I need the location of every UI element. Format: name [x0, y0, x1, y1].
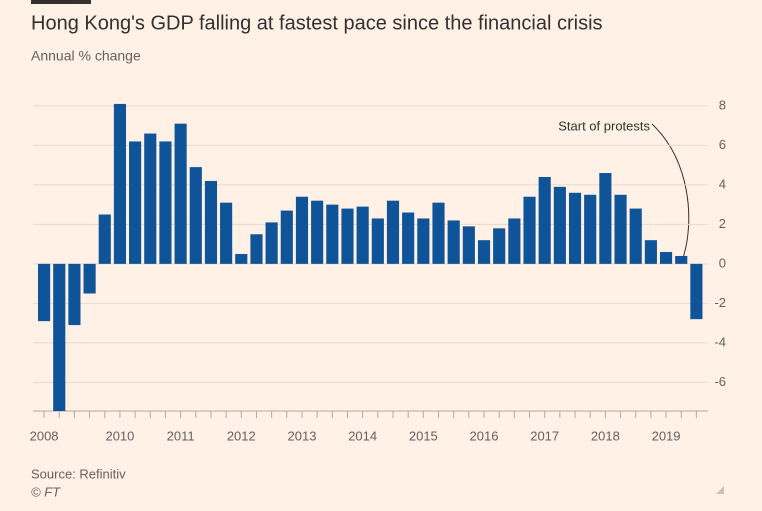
bar — [250, 234, 263, 264]
bar — [280, 210, 293, 264]
bar — [235, 254, 248, 264]
bar — [584, 194, 597, 264]
bar — [614, 194, 627, 264]
source: Source: Refinitiv — [31, 466, 126, 481]
x-tick-label: 2016 — [470, 428, 499, 443]
y-tick-label: -6 — [714, 374, 726, 389]
x-tick-label: 2015 — [409, 428, 438, 443]
bar — [523, 196, 536, 264]
credit: © FT — [31, 484, 61, 499]
y-tick-label: 8 — [719, 97, 726, 112]
bar — [204, 180, 218, 264]
chart-subtitle: Annual % change — [31, 48, 141, 64]
x-tick-label: 2017 — [530, 428, 559, 443]
bar — [493, 228, 506, 264]
bars — [38, 103, 703, 411]
bar — [629, 208, 642, 264]
bar — [174, 123, 187, 264]
bar — [189, 167, 202, 264]
bar — [265, 222, 278, 264]
y-tick-label: 4 — [719, 176, 726, 191]
bar — [68, 263, 81, 326]
y-tick-label: 0 — [719, 255, 726, 270]
bar — [53, 263, 66, 411]
bar — [477, 240, 491, 264]
brand-bar — [31, 0, 91, 4]
x-tick-label: 2012 — [227, 428, 256, 443]
y-tick-label: -2 — [714, 295, 726, 310]
bar — [144, 133, 157, 264]
bar — [508, 218, 521, 264]
bar — [83, 263, 96, 294]
bar — [38, 263, 51, 322]
bar — [675, 255, 688, 264]
x-tick-label: 2019 — [652, 428, 681, 443]
x-tick-label: 2018 — [591, 428, 620, 443]
bar — [113, 103, 127, 264]
bar — [386, 200, 400, 264]
y-tick-label: 6 — [719, 137, 726, 152]
bar — [644, 240, 657, 264]
bar — [159, 141, 172, 264]
bar — [402, 212, 415, 264]
bar — [295, 196, 309, 264]
bar — [341, 208, 354, 264]
bar — [371, 218, 384, 264]
corner-mark — [716, 486, 724, 494]
annotation: Start of protests — [558, 118, 650, 133]
y-tick-label: 2 — [719, 216, 726, 231]
x-tick-label: 2014 — [348, 428, 377, 443]
x-tick-label: 2010 — [105, 428, 134, 443]
bar — [690, 263, 703, 320]
bar — [432, 202, 445, 264]
bar — [129, 141, 142, 264]
annotation-arrow — [651, 123, 690, 259]
bar — [462, 226, 475, 264]
chart-title: Hong Kong's GDP falling at fastest pace … — [31, 12, 603, 34]
bar — [311, 200, 324, 264]
y-tick-label: -4 — [714, 334, 726, 349]
bar — [326, 204, 339, 264]
bar — [659, 252, 673, 264]
bar — [356, 206, 369, 264]
bar — [599, 173, 612, 264]
x-tick-label: 2013 — [288, 428, 317, 443]
x-tick-label: 2008 — [30, 428, 59, 443]
bar — [98, 214, 111, 264]
bar — [447, 220, 460, 264]
bar — [220, 202, 233, 264]
bar — [553, 186, 566, 264]
bar — [568, 192, 582, 264]
bar — [417, 218, 430, 264]
bar — [538, 176, 551, 264]
x-tick-label: 2011 — [167, 428, 195, 443]
